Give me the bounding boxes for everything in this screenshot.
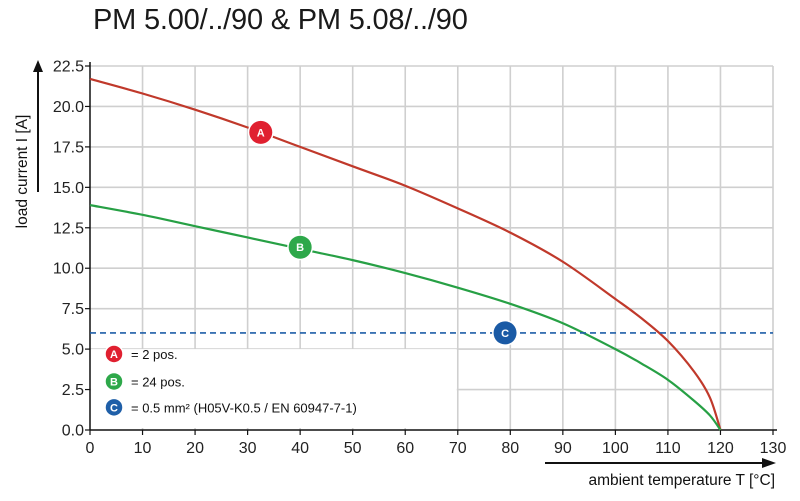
axes	[85, 62, 777, 435]
y-tick-label: 2.5	[62, 382, 84, 399]
y-tick-label: 22.5	[53, 59, 84, 76]
y-axis-label: load current I [A]	[14, 115, 31, 229]
marker-c-label: C	[501, 328, 509, 340]
series-b-line	[89, 204, 722, 431]
x-tick-label: 20	[186, 440, 204, 457]
x-tick-label: 70	[449, 440, 467, 457]
y-tick-label: 0.0	[62, 423, 84, 440]
x-tick-label: 110	[655, 440, 681, 457]
y-tick-label: 7.5	[62, 301, 84, 318]
x-tick-label: 100	[602, 440, 629, 457]
x-axis-arrow-head	[762, 458, 776, 468]
x-tick-label: 90	[554, 440, 572, 457]
axis-labels: load current I [A] ambient temperature T …	[14, 60, 776, 489]
x-tick-label: 80	[501, 440, 519, 457]
y-tick-label: 20.0	[53, 99, 84, 116]
marker-a-label: A	[257, 127, 265, 139]
x-tick-label: 120	[707, 440, 734, 457]
legend-key-a: A	[110, 349, 118, 361]
y-tick-label: 10.0	[53, 261, 84, 278]
tick-labels: 0 10 20 30 40 50 60 70 80 90 100 110 120 130 0.0 2.5 5.0…	[53, 59, 787, 458]
marker-a	[249, 120, 273, 144]
legend-marker-a	[104, 344, 124, 364]
legend-marker-c	[104, 397, 124, 418]
marker-b-label: B	[296, 242, 304, 254]
x-tick-label: 30	[239, 440, 257, 457]
x-tick-label: 0	[86, 440, 95, 457]
x-tick-label: 40	[291, 440, 309, 457]
legend-background	[91, 349, 457, 428]
y-tick-label: 17.5	[53, 139, 84, 156]
x-tick-label: 130	[760, 440, 787, 457]
marker-c	[493, 321, 517, 345]
marker-b	[288, 235, 312, 259]
legend-entry-b: = 24 pos.	[131, 374, 185, 389]
series-lines	[89, 77, 773, 431]
legend-marker-b	[104, 371, 124, 392]
x-tick-label: 50	[344, 440, 362, 457]
x-tick-label: 60	[396, 440, 414, 457]
legend: A = 2 pos. B = 24 pos. C = 0.5 mm² (H05V-K0.5…	[91, 344, 457, 428]
legend-key-b: B	[110, 376, 118, 388]
y-axis-arrow-head	[33, 60, 43, 72]
chart-title: PM 5.00/../90 & PM 5.08/../90	[93, 4, 468, 36]
y-tick-label: 15.0	[53, 180, 84, 197]
series-a-line	[89, 77, 722, 431]
legend-entry-c: = 0.5 mm² (H05V-K0.5 / EN 60947-7-1)	[131, 400, 357, 415]
series-markers: A B C	[247, 119, 519, 346]
y-tick-label: 12.5	[53, 220, 84, 237]
legend-entry-a: = 2 pos.	[131, 347, 178, 362]
x-axis-label: ambient temperature T [°C]	[588, 472, 775, 489]
legend-key-c: C	[110, 402, 118, 414]
y-tick-label: 5.0	[62, 342, 84, 359]
x-tick-label: 10	[134, 440, 152, 457]
